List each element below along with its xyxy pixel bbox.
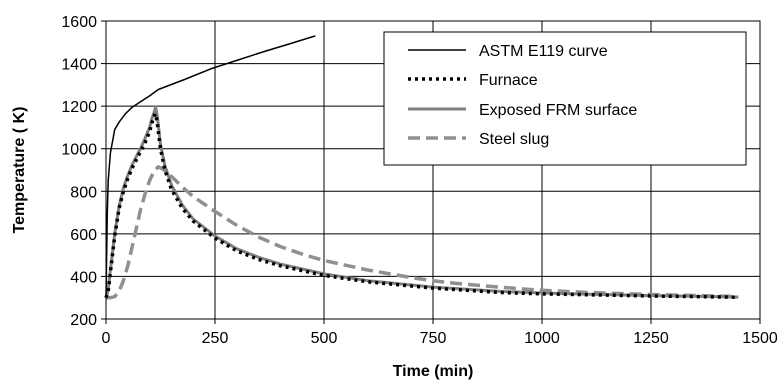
series-line-astm-e119-curve bbox=[105, 35, 316, 298]
x-tick-label: 750 bbox=[420, 330, 447, 347]
legend-label: Steel slug bbox=[479, 131, 549, 148]
legend-box bbox=[383, 31, 747, 166]
y-tick-label: 600 bbox=[70, 227, 97, 244]
tick-labels: 200 400 600 800 1000 1200 1400 1600 0 250 500 750 10… bbox=[61, 14, 777, 347]
y-tick-label: 1600 bbox=[61, 14, 97, 31]
y-tick-label: 1200 bbox=[61, 99, 97, 116]
x-tick-label: 500 bbox=[311, 330, 338, 347]
y-tick-label: 400 bbox=[70, 269, 97, 286]
series-line-furnace bbox=[104, 111, 739, 300]
x-tick-label: 1500 bbox=[742, 330, 778, 347]
x-tick-label: 0 bbox=[102, 330, 111, 347]
x-tick-label: 1000 bbox=[524, 330, 560, 347]
y-tick-label: 1400 bbox=[61, 57, 97, 74]
y-tick-label: 1000 bbox=[61, 142, 97, 159]
y-tick-label: 800 bbox=[70, 184, 97, 201]
x-axis-title: Time (min) bbox=[393, 363, 474, 380]
legend-label: ASTM E119 curve bbox=[479, 43, 608, 60]
legend-label: Furnace bbox=[479, 72, 538, 89]
x-tick-label: 1250 bbox=[633, 330, 669, 347]
legend: ASTM E119 curve Furnace Exposed FRM surfac… bbox=[383, 31, 747, 166]
y-tick-label: 200 bbox=[70, 312, 97, 329]
series-lines bbox=[104, 35, 739, 300]
series-line-steel-slug bbox=[106, 165, 739, 300]
legend-label: Exposed FRM surface bbox=[479, 102, 637, 119]
y-axis-title: Temperature ( K) bbox=[11, 107, 28, 234]
x-tick-label: 250 bbox=[202, 330, 229, 347]
series-line-exposed-frm-surface bbox=[104, 105, 739, 299]
